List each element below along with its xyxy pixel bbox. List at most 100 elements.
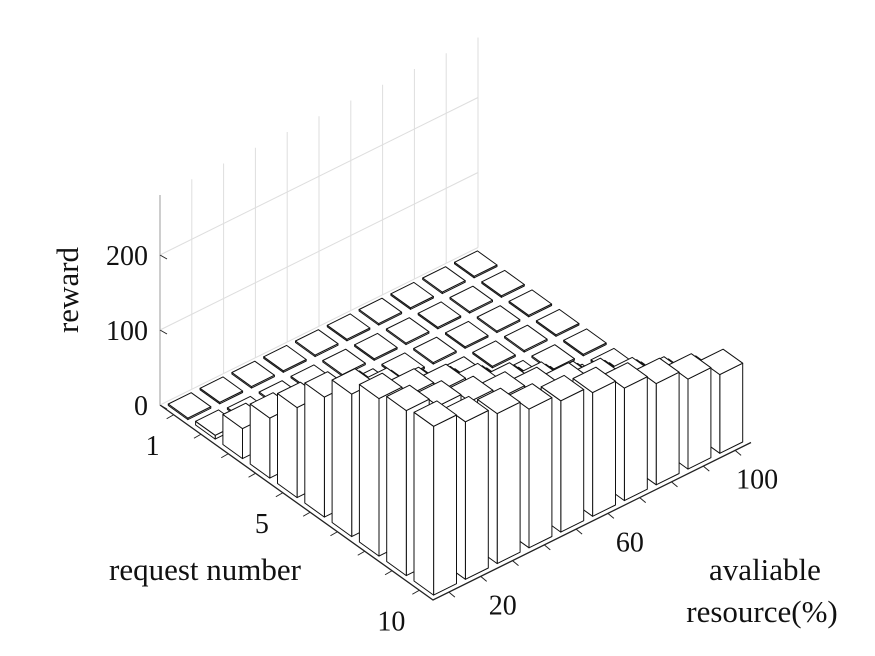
bar bbox=[413, 336, 457, 365]
bar bbox=[454, 250, 498, 279]
bar bbox=[563, 328, 607, 357]
bar-face-top bbox=[449, 285, 493, 313]
bar-face-top bbox=[418, 380, 462, 407]
bar-face-front bbox=[592, 380, 616, 517]
y-tick-label: 20 bbox=[489, 590, 517, 621]
y-tick-mark bbox=[543, 544, 551, 551]
bar-face-top bbox=[699, 348, 744, 376]
bar bbox=[231, 360, 275, 389]
x-tick-mark bbox=[330, 531, 338, 537]
bar-face-top bbox=[508, 289, 553, 316]
x-tick-mark bbox=[412, 589, 420, 595]
bar-face-top bbox=[385, 317, 430, 344]
bar bbox=[422, 266, 466, 295]
bar-face-top bbox=[413, 400, 457, 427]
x-tick-mark bbox=[275, 492, 284, 498]
x-axis-label: request number bbox=[109, 552, 302, 587]
bar-face-top bbox=[563, 328, 607, 355]
bar-face-top bbox=[295, 329, 339, 356]
bar-face-top bbox=[572, 366, 616, 394]
bar-face-side bbox=[331, 379, 353, 538]
y-tick-label: 100 bbox=[736, 464, 778, 495]
y-tick-mark bbox=[639, 497, 647, 504]
y-axis-label-line-1: avaliable bbox=[709, 552, 821, 587]
bar-face-front bbox=[719, 362, 744, 454]
bar bbox=[390, 281, 434, 310]
bar bbox=[417, 301, 462, 330]
y-tick-mark bbox=[702, 465, 710, 472]
bars-group bbox=[167, 250, 744, 596]
x-tick-label: 1 bbox=[146, 431, 160, 462]
bar-face-top bbox=[540, 374, 585, 402]
bar bbox=[326, 313, 371, 342]
bar-face-top bbox=[504, 324, 548, 352]
gridlines bbox=[159, 37, 479, 406]
bar-face-top bbox=[231, 360, 275, 388]
bar-face-top bbox=[326, 313, 371, 340]
bar-face-top bbox=[508, 383, 553, 410]
x-tick-mark bbox=[302, 511, 311, 517]
bar-face-top bbox=[477, 387, 521, 415]
grid-line-horizontal bbox=[159, 247, 479, 406]
bar-face-side bbox=[358, 384, 380, 557]
x-tick-mark bbox=[357, 550, 365, 556]
bar bbox=[508, 289, 553, 318]
bar-face-front bbox=[560, 389, 585, 533]
bar bbox=[535, 308, 580, 337]
bar-face-top bbox=[604, 362, 648, 389]
x-tick-mark bbox=[221, 453, 229, 459]
bar bbox=[167, 392, 212, 421]
bar-face-top bbox=[422, 266, 466, 293]
bar-face-side bbox=[413, 411, 435, 596]
bar-face-top bbox=[476, 305, 521, 332]
y-tick-mark bbox=[575, 528, 583, 535]
bar-face-top bbox=[167, 392, 212, 419]
bar-face-top bbox=[413, 336, 457, 364]
bar-face-top bbox=[472, 340, 516, 367]
bar bbox=[385, 317, 430, 346]
y-tick-mark bbox=[671, 481, 678, 488]
bar-face-top bbox=[445, 320, 489, 348]
bar bbox=[481, 269, 525, 298]
z-tick-label: 200 bbox=[106, 241, 148, 272]
bar-face-top bbox=[322, 348, 366, 376]
bar-face-top bbox=[454, 250, 498, 277]
bar-face-front bbox=[496, 401, 521, 565]
bar-face-top bbox=[667, 353, 712, 380]
bar-face-top bbox=[449, 375, 494, 403]
bar-face-front bbox=[433, 414, 457, 596]
bar bbox=[476, 305, 521, 334]
bar-face-top bbox=[358, 372, 403, 400]
z-tick-mark bbox=[159, 254, 168, 260]
bar-face-front bbox=[687, 367, 712, 470]
bar bbox=[295, 329, 339, 358]
bar bbox=[449, 285, 493, 314]
y-tick-mark bbox=[448, 591, 456, 598]
y-tick-mark bbox=[607, 512, 615, 519]
bar-face-top bbox=[358, 297, 403, 325]
y-tick-mark bbox=[512, 560, 519, 567]
x-tick-mark bbox=[166, 414, 174, 420]
grid-line-horizontal bbox=[159, 97, 479, 256]
x-tick-mark bbox=[248, 472, 256, 478]
y-tick-label: 60 bbox=[616, 527, 644, 558]
bar-face-top bbox=[535, 308, 580, 336]
bar bbox=[445, 320, 489, 349]
axis-labels: reward request number avaliable resource… bbox=[50, 246, 838, 629]
bar-face-front bbox=[623, 376, 648, 502]
bar bbox=[472, 340, 516, 369]
bar-face-top bbox=[481, 269, 525, 297]
bar-face-top bbox=[445, 395, 489, 423]
tick-labels: 0 100 200 1 5 10 20 60 100 bbox=[106, 241, 778, 637]
bar bbox=[358, 297, 403, 326]
y-axis-label-line-2: resource(%) bbox=[686, 594, 837, 629]
bar-face-top bbox=[390, 281, 434, 309]
bar bbox=[504, 324, 548, 353]
bar-face-side bbox=[277, 393, 298, 499]
bar-face-top bbox=[386, 384, 430, 412]
bar-face-front bbox=[528, 397, 553, 549]
x-tick-mark bbox=[193, 433, 202, 439]
z-tick-mark bbox=[159, 404, 168, 410]
y-tick-mark bbox=[734, 449, 742, 456]
